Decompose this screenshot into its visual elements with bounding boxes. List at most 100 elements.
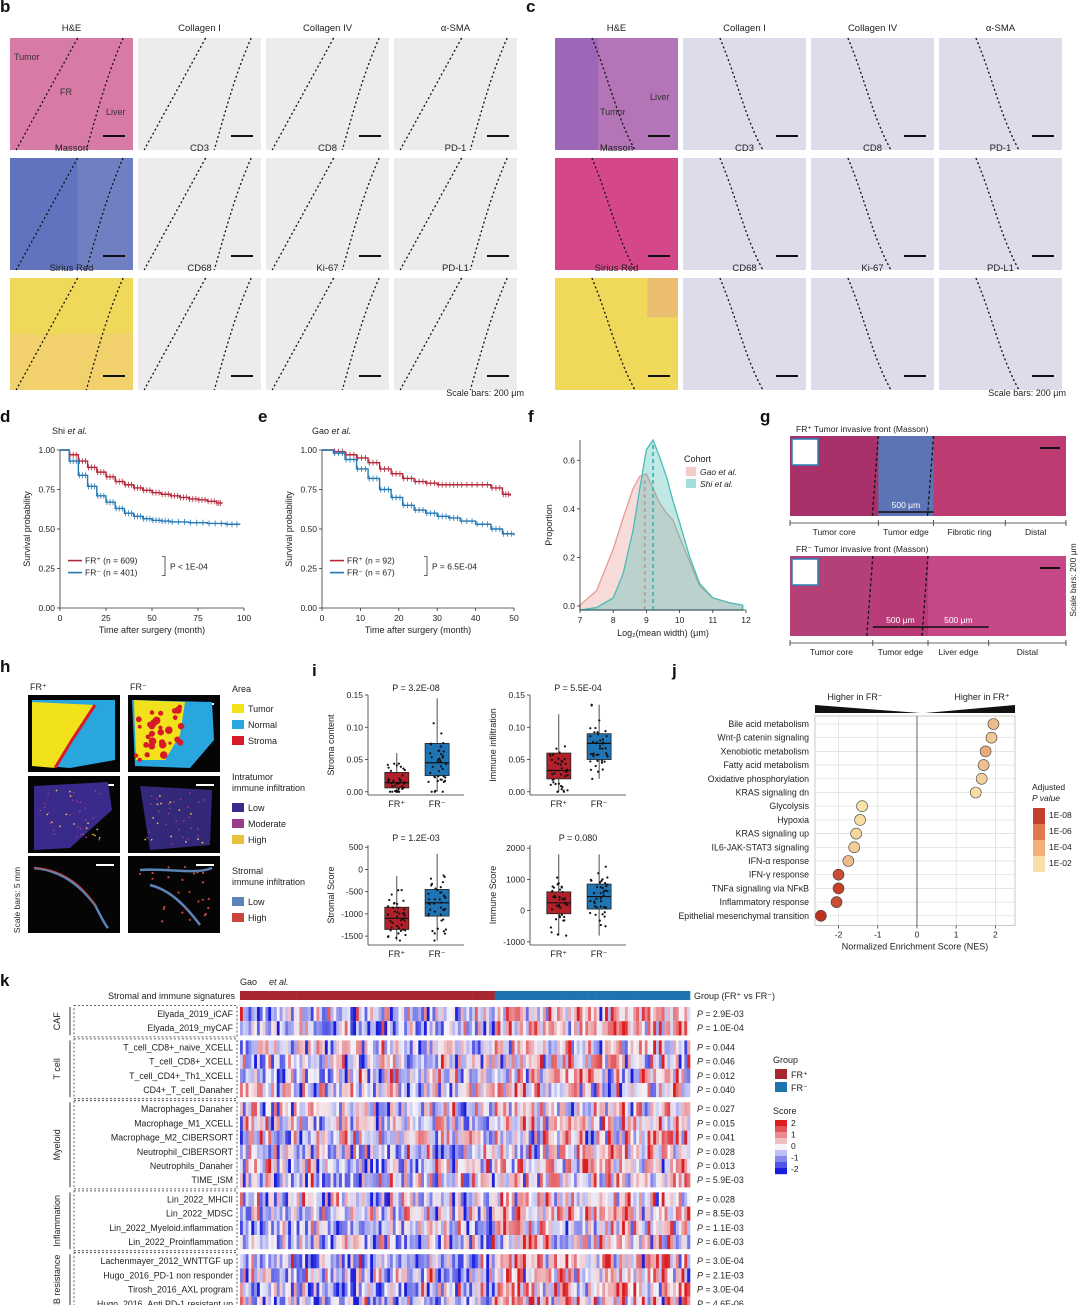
heatmap-cell: [302, 1173, 306, 1188]
heatmap-cell: [684, 1144, 688, 1159]
heatmap-cell: [409, 1173, 413, 1188]
heatmap-cell: [259, 1192, 263, 1207]
heatmap-cell: [511, 1068, 515, 1083]
heatmap-cell: [556, 1068, 561, 1083]
heatmap-cell: [310, 1296, 314, 1305]
heatmap-cell: [667, 1282, 671, 1297]
heatmap-cell: [440, 1116, 445, 1131]
heatmap-cell: [491, 1268, 496, 1283]
heatmap-cell: [551, 1173, 555, 1188]
heatmap-cell: [684, 1296, 688, 1305]
heatmap-cell: [387, 1144, 391, 1159]
heatmap-cell: [627, 1040, 631, 1055]
group-bar-cell: [435, 991, 439, 1000]
heatmap-cell: [356, 1130, 360, 1145]
heatmap-cell: [551, 1220, 555, 1235]
signature-label: Tirosh_2016_AXL program: [128, 1285, 233, 1295]
heatmap-cell: [324, 1268, 329, 1283]
heatmap-cell: [511, 1159, 515, 1174]
data-point: [387, 935, 390, 938]
heatmap-cell: [644, 1220, 648, 1235]
group-bar-cell: [319, 991, 323, 1000]
immune-spot: [77, 825, 79, 828]
heatmap-cell: [381, 1054, 385, 1069]
heatmap-cell: [469, 1235, 473, 1250]
legend-swatch: [232, 913, 244, 922]
heatmap-cell: [381, 1068, 385, 1083]
heatmap-cell: [684, 1040, 688, 1055]
heatmap-cell: [290, 1268, 295, 1283]
heatmap-cell: [307, 1007, 312, 1022]
heatmap-cell: [474, 1296, 479, 1305]
heatmap-cell: [370, 1054, 374, 1069]
heatmap-cell: [650, 1296, 654, 1305]
heatmap-cell: [421, 1054, 425, 1069]
heatmap-cell: [333, 1054, 337, 1069]
data-point: [595, 897, 598, 900]
heatmap-cell: [664, 1083, 668, 1098]
heatmap-cell: [259, 1116, 263, 1131]
legend-swatch: [232, 704, 244, 713]
heatmap-cell: [305, 1282, 309, 1297]
heatmap-cell: [404, 1116, 408, 1131]
heatmap-cell: [319, 1254, 323, 1269]
heatmap-cell: [500, 1235, 504, 1250]
heatmap-cell: [259, 1144, 263, 1159]
heatmap-cell: [556, 1235, 561, 1250]
heatmap-cell: [537, 1296, 541, 1305]
heatmap-cell: [293, 1159, 297, 1174]
heatmap-cell: [605, 1040, 609, 1055]
panel-g-masson-front: g FR⁺ Tumor invasive front (Masson)Tumor…: [760, 407, 1078, 657]
heatmap-cell: [344, 1007, 348, 1022]
heatmap-cell: [647, 1235, 651, 1250]
heatmap-cell: [622, 1206, 626, 1221]
heatmap-cell: [353, 1296, 357, 1305]
heatmap-cell: [285, 1173, 289, 1188]
heatmap-cell: [452, 1068, 456, 1083]
heatmap-cell: [511, 1268, 515, 1283]
heatmap-cell: [358, 1235, 362, 1250]
heatmap-cell: [319, 1083, 323, 1098]
heatmap-cell: [245, 1007, 249, 1022]
p-value: P = 0.046: [697, 1057, 735, 1067]
heatmap-cell: [670, 1159, 674, 1174]
heatmap-cell: [469, 1254, 473, 1269]
heatmap-cell: [435, 1235, 439, 1250]
masson-region: [933, 436, 1066, 516]
stain-label: CD8: [318, 143, 337, 154]
heatmap-cell: [429, 1220, 433, 1235]
heatmap-cell: [429, 1254, 433, 1269]
heatmap-cell: [307, 1192, 312, 1207]
data-point: [594, 726, 597, 730]
heatmap-cell: [678, 1206, 682, 1221]
heatmap-cell: [251, 1206, 255, 1221]
heatmap-cell: [240, 1083, 244, 1098]
heatmap-cell: [361, 1102, 365, 1117]
data-point: [599, 923, 602, 927]
heatmap-cell: [327, 1282, 331, 1297]
heatmap-cell: [375, 1268, 379, 1283]
heatmap-cell: [339, 1007, 343, 1022]
p-value: P = 5.9E-03: [697, 1175, 744, 1185]
data-point: [442, 780, 445, 783]
group-bar-cell: [500, 991, 504, 1000]
heatmap-cell: [684, 1282, 688, 1297]
heatmap-cell: [276, 1159, 280, 1174]
heatmap-cell: [336, 1102, 340, 1117]
heatmap-cell: [644, 1296, 648, 1305]
heatmap-cell: [641, 1254, 646, 1269]
heatmap-cell: [548, 1254, 552, 1269]
heatmap-cell: [324, 1021, 329, 1036]
heatmap-cell: [384, 1007, 388, 1022]
data-point: [603, 911, 606, 914]
heatmap-cell: [324, 1159, 329, 1174]
heatmap-cell: [390, 1102, 394, 1117]
heatmap-cell: [381, 1144, 385, 1159]
heatmap-cell: [636, 1102, 640, 1117]
heatmap-cell: [373, 1192, 377, 1207]
heatmap-cell: [373, 1068, 377, 1083]
heatmap-cell: [503, 1192, 507, 1207]
x-tick-label: -2: [835, 930, 843, 940]
heatmap-cell: [503, 1268, 507, 1283]
heatmap-cell: [293, 1144, 297, 1159]
